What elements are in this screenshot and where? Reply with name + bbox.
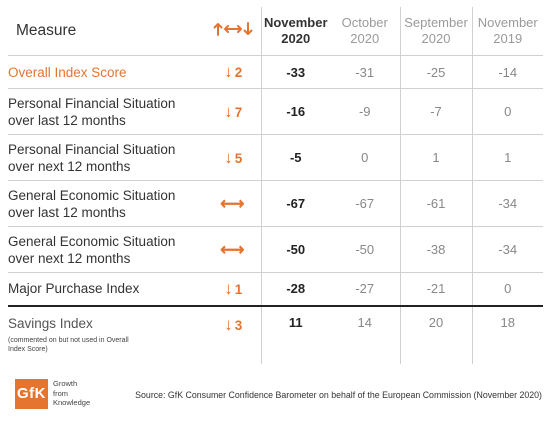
change-indicator: ⟷ bbox=[206, 180, 261, 227]
value-cell: 0 bbox=[330, 134, 400, 181]
change-arrows-icon bbox=[213, 21, 253, 36]
value-cell: -9 bbox=[330, 88, 400, 135]
change-indicator: ↓ 5 bbox=[206, 134, 261, 181]
value-cell: -67 bbox=[260, 180, 330, 227]
measure-label: Major Purchase Index bbox=[8, 272, 206, 307]
value-cell: 11 bbox=[260, 305, 330, 364]
value-cell: -25 bbox=[399, 55, 472, 89]
measure-label: Personal Financial Situation over next 12… bbox=[8, 134, 206, 181]
table-row-overall-index: Overall Index Score ↓ 2 -33 -31 -25 -14 bbox=[8, 55, 543, 89]
down-arrow-icon: ↓ bbox=[224, 278, 233, 298]
down-arrow-icon: ↓ bbox=[224, 62, 233, 81]
column-header-oct-2020: October 2020 bbox=[330, 7, 400, 56]
column-header-sep-2020: September 2020 bbox=[399, 7, 472, 56]
footer: GfK Growth from Knowledge Source: GfK Cons… bbox=[15, 377, 545, 417]
table-row-personal-next: Personal Financial Situation over next 12… bbox=[8, 134, 543, 181]
value-cell: -33 bbox=[260, 55, 330, 89]
measure-label: Personal Financial Situation over last 12… bbox=[8, 88, 206, 135]
value-cell: -50 bbox=[330, 226, 400, 273]
table-row-economic-next: General Economic Situation over next 12 m… bbox=[8, 226, 543, 273]
value-cell: -38 bbox=[399, 226, 472, 273]
value-cell: -7 bbox=[399, 88, 472, 135]
down-arrow-icon: ↓ bbox=[224, 314, 233, 334]
table-row-major-purchase: Major Purchase Index ↓ 1 -28 -27 -21 0 bbox=[8, 272, 543, 307]
value-cell: -5 bbox=[260, 134, 330, 181]
measure-label: Overall Index Score bbox=[8, 55, 206, 89]
column-header-nov-2020: November 2020 bbox=[260, 7, 330, 56]
value-cell: 0 bbox=[471, 88, 543, 135]
value-cell: -28 bbox=[260, 272, 330, 307]
value-cell: 1 bbox=[471, 134, 543, 181]
table-row-personal-last: Personal Financial Situation over last 12… bbox=[8, 88, 543, 135]
value-cell: 20 bbox=[399, 305, 472, 364]
value-cell: 0 bbox=[471, 272, 543, 307]
change-indicator: ↓ 3 bbox=[224, 314, 243, 334]
logo-tagline: Growth from Knowledge bbox=[53, 379, 91, 407]
change-indicator: ↓ 7 bbox=[206, 88, 261, 135]
measure-header: Measure bbox=[8, 7, 206, 56]
horizontal-arrow-icon: ⟷ bbox=[220, 239, 245, 259]
value-cell: -14 bbox=[471, 55, 543, 89]
horizontal-arrow-icon: ⟷ bbox=[220, 193, 245, 213]
measure-label: General Economic Situation over next 12 m… bbox=[8, 226, 206, 273]
value-cell: -34 bbox=[471, 180, 543, 227]
change-header bbox=[206, 7, 261, 56]
measure-label: Savings Index (commented on but not used… bbox=[8, 306, 206, 364]
gfk-logo: GfK bbox=[15, 379, 48, 409]
change-indicator: ↓ 1 bbox=[206, 272, 261, 307]
table-row-economic-last: General Economic Situation over last 12 m… bbox=[8, 180, 543, 227]
value-cell: -50 bbox=[260, 226, 330, 273]
column-header-nov-2019: November 2019 bbox=[471, 7, 543, 56]
consumer-confidence-table: Measure November 2020 October 2020 Septemb… bbox=[8, 7, 543, 364]
measure-label: General Economic Situation over last 12 m… bbox=[8, 180, 206, 227]
change-indicator: ⟷ bbox=[206, 226, 261, 273]
value-cell: -61 bbox=[399, 180, 472, 227]
value-cell: -34 bbox=[471, 226, 543, 273]
value-cell: -67 bbox=[330, 180, 400, 227]
value-cell: 1 bbox=[399, 134, 472, 181]
value-cell: -27 bbox=[330, 272, 400, 307]
source-note: Source: GfK Consumer Confidence Baromete… bbox=[135, 390, 542, 400]
value-cell: -21 bbox=[399, 272, 472, 307]
change-indicator: ↓ 2 bbox=[206, 55, 261, 89]
value-cell: -16 bbox=[260, 88, 330, 135]
table-header-row: Measure November 2020 October 2020 Septemb… bbox=[8, 7, 543, 56]
savings-note: (commented on but not used in Overall Ind… bbox=[8, 336, 129, 353]
value-cell: 14 bbox=[357, 314, 372, 330]
value-cell: -31 bbox=[330, 55, 400, 89]
table-row-savings: Savings Index (commented on but not used… bbox=[8, 305, 543, 364]
down-arrow-icon: ↓ bbox=[224, 147, 233, 167]
value-cell: 18 bbox=[471, 305, 543, 364]
down-arrow-icon: ↓ bbox=[224, 101, 233, 121]
